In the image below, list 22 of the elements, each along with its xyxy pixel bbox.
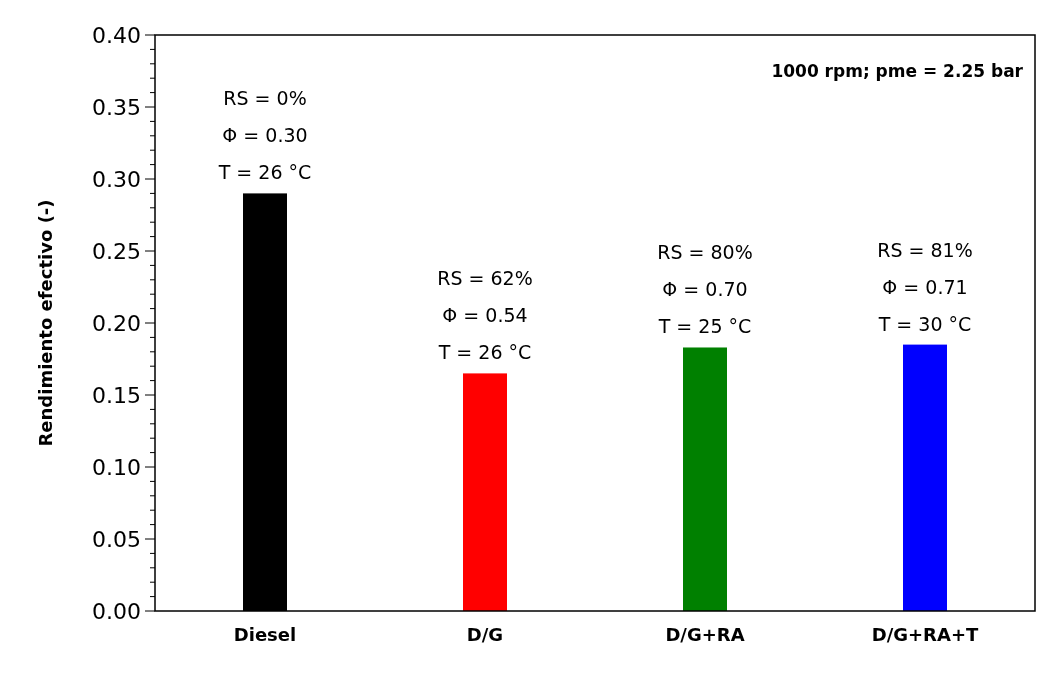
x-tick-label: D/G+RA+T (871, 624, 979, 645)
annotation: RS = 81% Φ = 0.71 T = 30 °C (877, 238, 973, 335)
y-tick-label: 0.30 (92, 166, 141, 192)
annotation: RS = 0% Φ = 0.30 T = 26 °C (217, 87, 312, 184)
bar (903, 344, 947, 611)
y-tick-label: 0.20 (92, 310, 141, 336)
y-tick-label: 0.00 (92, 598, 141, 624)
bar (683, 347, 727, 611)
x-tick-label: Diesel (233, 624, 297, 645)
x-tick-label: D/G (466, 624, 504, 645)
y-tick-label: 0.40 (92, 22, 141, 48)
annotation: 1000 rpm; pme = 2.25 bar (771, 61, 1024, 81)
bar (463, 373, 507, 611)
y-tick-label: 0.10 (92, 454, 141, 480)
annotation: RS = 62% Φ = 0.54 T = 26 °C (437, 267, 533, 364)
y-axis-title: Rendimiento efectivo (-) (35, 199, 56, 447)
annotation: RS = 80% Φ = 0.70 T = 25 °C (657, 241, 753, 338)
x-tick-label: D/G+RA (665, 624, 745, 645)
y-tick-label: 0.35 (92, 94, 141, 120)
y-tick-label: 0.15 (92, 382, 141, 408)
y-tick-label: 0.25 (92, 238, 141, 264)
y-tick-label: 0.05 (92, 526, 141, 552)
